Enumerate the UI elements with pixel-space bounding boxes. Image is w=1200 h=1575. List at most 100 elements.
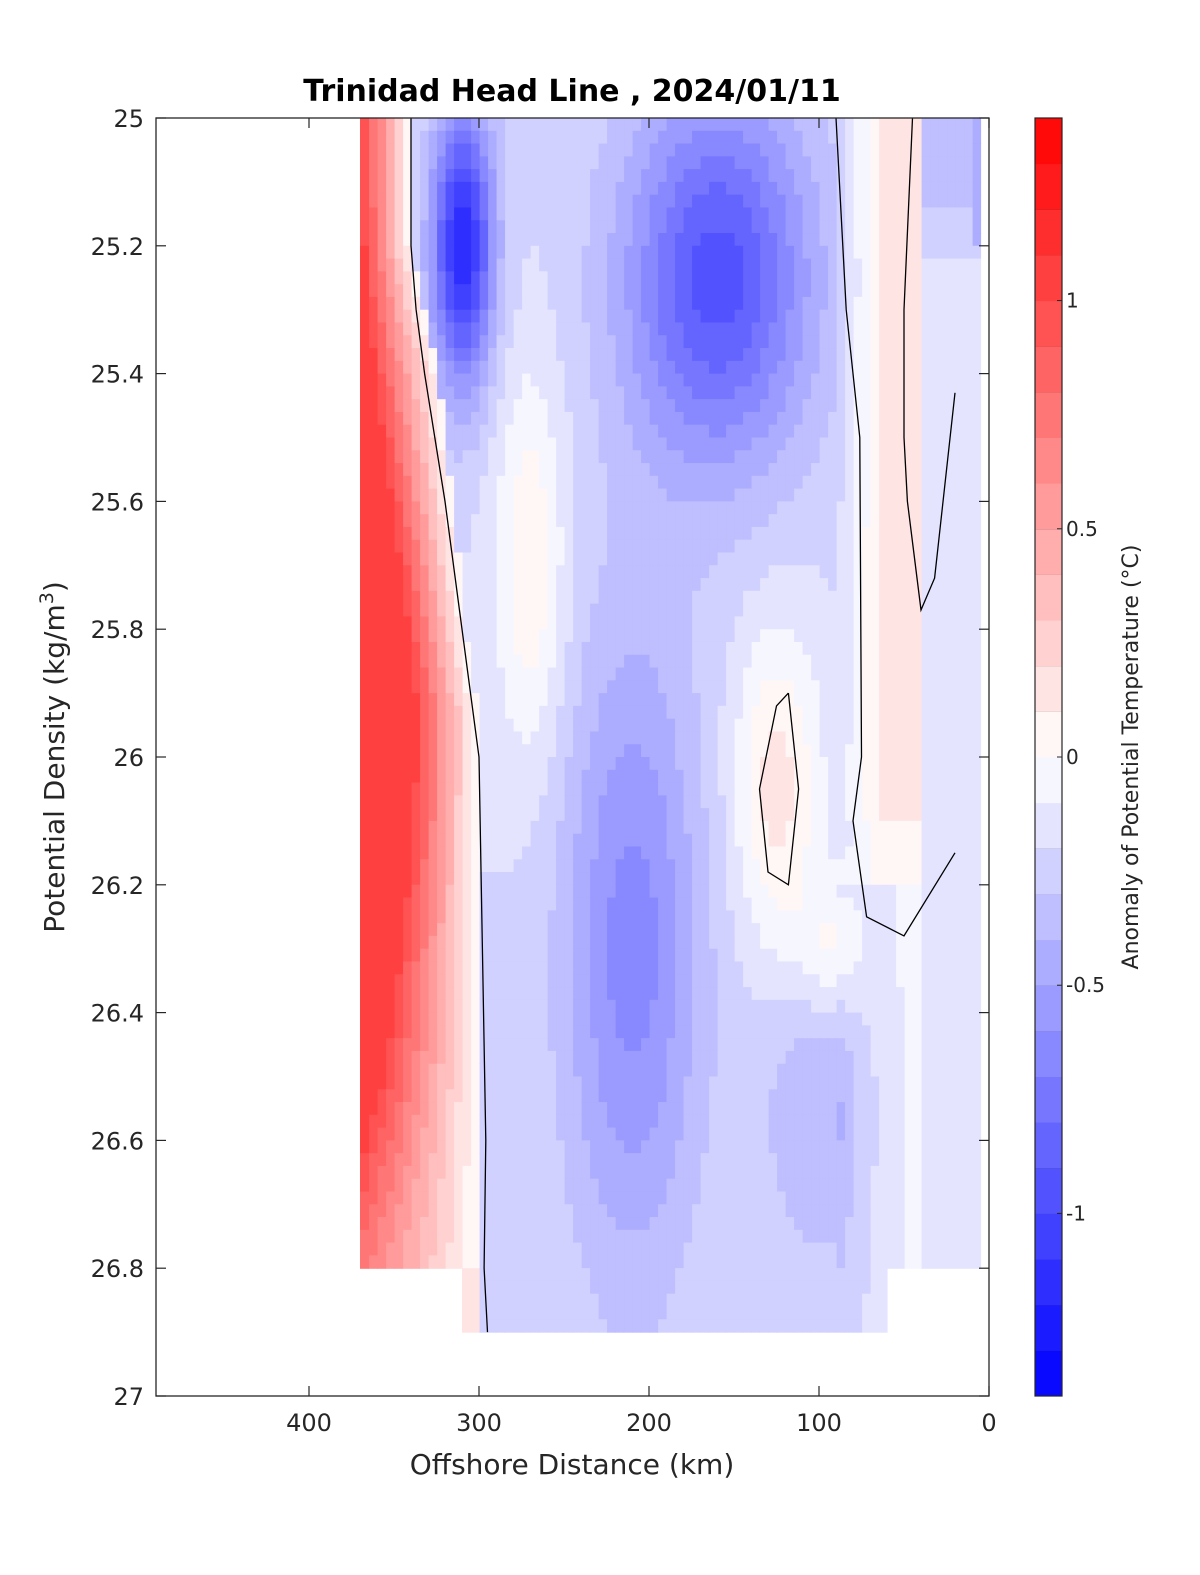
contour-cell [793,565,803,579]
contour-cell [615,884,625,899]
contour-cell [802,143,812,157]
contour-cell [368,769,378,784]
contour-cell [462,961,472,975]
contour-cell [793,335,803,349]
contour-cell [870,335,880,349]
contour-cell [632,424,642,439]
contour-cell [819,757,829,771]
contour-cell [836,578,846,592]
contour-cell [360,526,370,541]
contour-cell [683,501,693,515]
contour-cell [691,859,701,873]
contour-cell [921,987,931,1001]
contour-cell [419,705,429,720]
contour-cell [963,910,973,924]
contour-cell [581,450,591,464]
contour-cell [802,360,812,375]
contour-cell [598,820,608,835]
contour-cell [853,923,863,937]
contour-cell [912,987,922,1001]
contour-cell [589,744,599,758]
contour-cell [402,411,412,426]
contour-cell [623,833,633,848]
contour-cell [972,590,982,605]
plot-area: 400 300 200 100 0 2525.225.425.625.82626.226… [91,105,997,1437]
contour-cell [929,181,939,196]
contour-cell [955,245,965,260]
contour-cell [768,156,778,170]
contour-cell [470,233,480,247]
contour-cell [895,987,905,1001]
contour-cell [632,348,642,362]
contour-cell [708,245,718,260]
contour-cell [606,501,616,515]
contour-cell [836,820,846,835]
contour-cell [385,194,395,209]
contour-cell [751,169,761,183]
contour-cell [768,667,778,681]
contour-cell [836,935,846,950]
contour-cell [547,181,557,196]
contour-cell [912,501,922,515]
contour-cell [377,220,387,234]
contour-cell [657,424,667,439]
contour-cell [411,501,421,515]
contour-cell [640,539,650,554]
contour-cell [717,680,727,694]
contour-cell [904,488,914,502]
contour-cell [368,118,378,132]
contour-cell [572,565,582,579]
contour-cell [861,654,871,669]
contour-cell [802,118,812,132]
contour-cell [360,565,370,579]
contour-cell [827,450,837,464]
contour-cell [377,348,387,362]
contour-cell [751,143,761,157]
contour-cell [725,693,735,707]
contour-cell [377,245,387,260]
contour-cell [377,475,387,490]
contour-cell [419,872,429,886]
contour-cell [768,884,778,899]
contour-cell [802,693,812,707]
contour-cell [827,463,837,477]
contour-cell [691,245,701,260]
contour-cell [360,424,370,439]
contour-cell [419,680,429,694]
contour-cell [606,590,616,605]
contour-cell [827,578,837,592]
contour-cell [487,565,497,579]
contour-cell [606,309,616,324]
contour-cell [912,910,922,924]
contour-cell [555,360,565,375]
contour-cell [972,859,982,873]
contour-cell [938,769,948,784]
contour-cell [700,641,710,656]
contour-cell [640,514,650,528]
contour-cell [453,718,463,733]
contour-cell [402,322,412,336]
contour-cell [385,450,395,464]
contour-cell [419,590,429,605]
contour-cell [742,309,752,324]
contour-cell [955,475,965,490]
contour-cell [368,616,378,630]
contour-cell [377,641,387,656]
contour-cell [793,757,803,771]
contour-cell [793,795,803,809]
contour-cell [547,667,557,681]
contour-cell [640,782,650,796]
contour-cell [615,833,625,848]
contour-cell [402,654,412,669]
contour-cell [802,271,812,285]
contour-cell [785,923,795,937]
contour-cell [768,846,778,860]
contour-cell [479,654,489,669]
contour-cell [929,207,939,221]
contour-cell [496,169,506,183]
contour-cell [411,910,421,924]
contour-cell [776,233,786,247]
contour-cell [717,118,727,132]
contour-cell [538,181,548,196]
contour-cell [402,667,412,681]
